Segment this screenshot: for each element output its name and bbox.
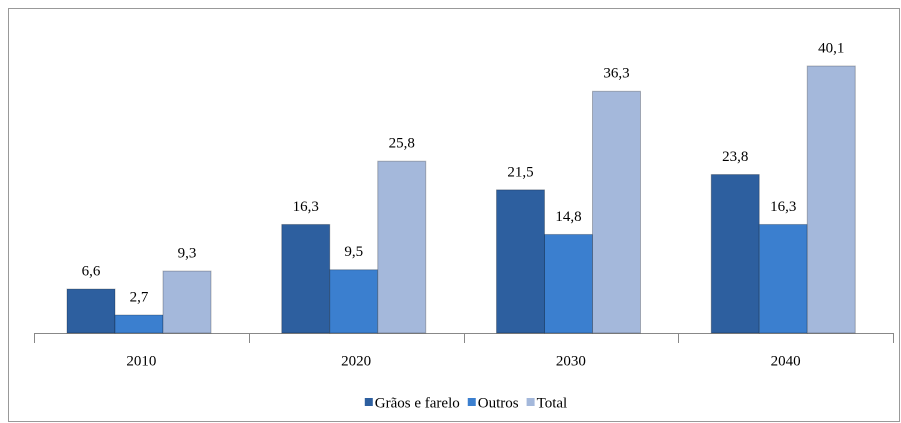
data-label: 16,3 <box>770 199 796 215</box>
x-tick-label: 2030 <box>556 353 586 369</box>
legend-label: Total <box>537 395 568 411</box>
bar <box>377 160 427 334</box>
legend-swatch <box>526 398 535 406</box>
data-label: 21,5 <box>507 164 533 180</box>
bar <box>592 90 641 334</box>
data-label: 2,7 <box>130 289 149 305</box>
data-label: 14,8 <box>555 209 581 225</box>
data-label: 40,1 <box>818 40 844 56</box>
data-label: 6,6 <box>82 263 101 279</box>
legend-label: Outros <box>478 395 519 411</box>
legend-swatch <box>364 398 373 406</box>
data-label: 9,5 <box>344 244 363 260</box>
legend-swatch <box>467 398 476 406</box>
data-label: 25,8 <box>389 136 415 152</box>
legend-label: Grãos e farelo <box>375 395 460 411</box>
data-label: 23,8 <box>722 149 748 165</box>
bar <box>114 314 164 334</box>
bar <box>544 233 593 334</box>
bar <box>329 269 379 334</box>
bar <box>281 223 331 334</box>
data-label: 36,3 <box>603 66 629 82</box>
bar <box>806 65 856 334</box>
bar <box>162 270 212 334</box>
bar <box>710 174 760 334</box>
bar <box>496 189 545 334</box>
bar <box>758 223 808 334</box>
x-tick-label: 2040 <box>771 353 801 369</box>
data-label: 16,3 <box>293 199 319 215</box>
x-tick-label: 2020 <box>341 353 371 369</box>
data-label: 9,3 <box>178 246 197 262</box>
x-tick-label: 2010 <box>126 353 156 369</box>
bar <box>66 288 116 334</box>
